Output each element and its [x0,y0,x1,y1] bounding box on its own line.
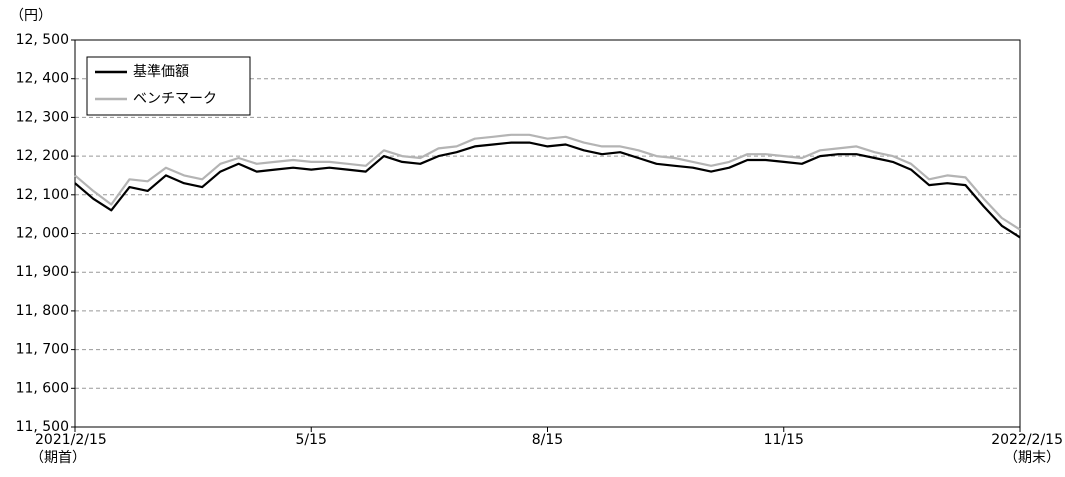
y-tick-label: 12, 500 [16,32,69,48]
y-tick-label: 11, 900 [16,264,69,280]
legend-box [86,56,251,116]
y-tick-label: 12, 400 [16,71,69,87]
x-sub-label: （期首） [30,450,86,466]
x-sub-label: （期末） [1004,450,1060,466]
legend-label: ベンチマーク [133,91,217,107]
y-tick-label: 11, 500 [16,419,69,435]
y-tick-label: 11, 700 [16,342,69,358]
x-tick-label: 2022/2/15 [991,432,1063,448]
y-tick-label: 12, 000 [16,226,69,242]
y-tick-label: 11, 600 [16,380,69,396]
y-tick-label: 12, 200 [16,148,69,164]
x-tick-label: 2021/2/15 [35,432,107,448]
y-tick-label: 12, 100 [16,187,69,203]
series-line [74,133,1021,231]
y-tick-label: 11, 800 [16,303,69,319]
x-tick-label: 11/15 [764,432,804,448]
y-unit-label: （円） [10,8,52,24]
x-tick-label: 5/15 [296,432,327,448]
series-line [74,141,1021,239]
x-tick-label: 8/15 [532,432,563,448]
legend-label: 基準価額 [133,63,189,80]
y-tick-label: 12, 300 [16,109,69,125]
